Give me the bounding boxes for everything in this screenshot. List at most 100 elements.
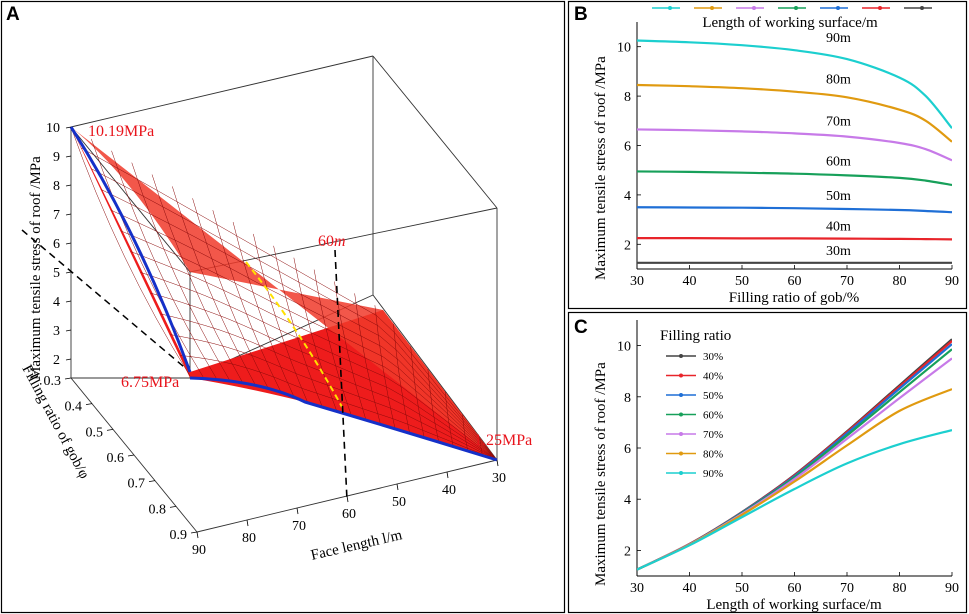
phi-tick-mark	[169, 505, 177, 508]
annot-face-length: 60m	[318, 233, 346, 250]
b-series-label: 70m	[826, 114, 851, 129]
c-legend-marker	[679, 393, 683, 397]
b-series-labels: 30m 40m 50m 60m 70m 80m 90m	[826, 31, 851, 259]
panel-b-chart: 30 40 50 60 70 80 90 2 4 6 8 10 Length of working s…	[593, 6, 959, 306]
mesh-line	[110, 209, 498, 461]
x-tick-label: 30	[630, 581, 644, 596]
c-legend-label: 80%	[703, 449, 723, 461]
l-axis-ticks: 90 80 70 60 50 40 30	[192, 459, 506, 558]
panel-c-chart: 30 40 50 60 70 80 90 2 4 6 8 10 Filling ratio 30% 40…	[593, 320, 959, 613]
guide-60m-dashed	[334, 249, 348, 501]
series-line-70m	[637, 128, 952, 162]
mesh-line	[410, 346, 425, 439]
b-legend-marker	[668, 6, 672, 10]
y-tick-label: 4	[624, 189, 631, 204]
l-tick-label: 80	[242, 531, 256, 546]
c-series	[637, 338, 952, 571]
z-tick-mark	[65, 358, 72, 361]
z-tick-label: 2	[53, 353, 60, 368]
b-x-label: Filling ratio of gob/%	[729, 290, 859, 306]
z-tick-label: 5	[53, 266, 60, 281]
phi-axis-ticks: 0.30.40.50.60.70.80.9	[44, 374, 198, 543]
mesh-line	[354, 293, 381, 425]
c-legend-label: 40%	[703, 371, 723, 383]
mesh-line	[90, 168, 498, 461]
b-legend-marker	[920, 6, 924, 10]
annot-min-stress: 1.25MPa	[474, 432, 532, 449]
panel-b-letter: B	[574, 4, 588, 25]
c-legend-marker	[679, 451, 683, 456]
z-tick-label: 3	[53, 324, 60, 339]
guide-60m-yellow	[245, 261, 343, 408]
y-tick-label: 6	[624, 442, 631, 457]
c-legend-title: Filling ratio	[660, 328, 731, 344]
phi-tick-label: 0.9	[170, 528, 188, 543]
series-line-50m	[637, 206, 952, 214]
panel-b-frame	[567, 0, 968, 310]
phi-tick-mark	[127, 454, 135, 457]
x-tick-label: 70	[840, 274, 854, 289]
phi-tick-label: 0.7	[128, 477, 146, 492]
x-tick-label: 40	[683, 274, 697, 289]
y-tick-label: 2	[624, 544, 631, 559]
mesh-line	[120, 230, 498, 461]
mesh-line	[140, 272, 498, 461]
panel-a-surface-plot: 10 9 8 7 6 5 4 3 2 0.30.40.50.60.70.80.9 90 80 70 6…	[18, 55, 532, 564]
mesh-line	[212, 210, 282, 394]
mesh-line	[100, 189, 498, 461]
annot-mid-stress: 6.75MPa	[121, 374, 179, 391]
series-line-60m	[637, 170, 952, 187]
phi-tick-label: 0.6	[107, 451, 125, 466]
z-tick-mark	[65, 184, 72, 187]
mesh-line	[130, 251, 498, 461]
x-tick-label: 80	[893, 274, 907, 289]
l-tick-label: 40	[442, 483, 456, 498]
annot-face-length-value: 60	[318, 233, 334, 250]
b-series	[637, 39, 952, 264]
mesh-line	[111, 150, 217, 379]
c-legend: 30% 40% 50% 60% 70% 80% 90%	[666, 351, 723, 480]
series-line-90m	[637, 39, 952, 129]
z-tick-mark	[65, 242, 72, 245]
mesh-line	[172, 186, 256, 386]
b-legend-marker	[752, 6, 756, 10]
boundary-l-90	[189, 376, 498, 462]
x-tick-label: 70	[840, 581, 854, 596]
z-axis-ticks: 10 9 8 7 6 5 4 3 2	[46, 121, 72, 368]
series-line-80m	[637, 83, 952, 143]
mesh-line	[131, 162, 230, 380]
mesh-line	[393, 323, 410, 434]
l-axis-label: Face length l/m	[309, 527, 404, 564]
y-tick-label: 10	[617, 41, 631, 56]
l-tick-mark	[196, 531, 199, 539]
panel-c-letter: C	[574, 317, 588, 338]
mesh-line	[374, 305, 396, 430]
l-tick-mark	[246, 519, 249, 527]
z-tick-label: 9	[53, 150, 60, 165]
x-tick-label: 50	[735, 581, 749, 596]
phi-tick-label: 0.8	[149, 502, 167, 517]
phi-tick-mark	[85, 403, 93, 406]
c-legend-marker	[679, 412, 683, 417]
b-series-label: 40m	[826, 219, 851, 234]
z-tick-mark	[65, 300, 72, 303]
x-tick-label: 30	[630, 274, 644, 289]
c-legend-label: 60%	[703, 410, 723, 422]
panel-a-letter: A	[6, 4, 20, 25]
panel-a-frame	[0, 0, 566, 614]
y-tick-label: 4	[624, 493, 631, 508]
c-legend-label: 30%	[703, 351, 723, 363]
z-tick-label: 10	[46, 121, 60, 136]
phi-tick-mark	[190, 531, 198, 534]
mesh-line	[253, 233, 309, 403]
series-line-90%	[637, 429, 952, 571]
c-legend-marker	[679, 432, 683, 436]
x-tick-label: 90	[945, 274, 959, 289]
l-tick-label: 90	[192, 543, 206, 558]
c-legend-marker	[679, 373, 683, 378]
b-legend-marker	[710, 6, 714, 10]
c-legend-marker	[679, 471, 683, 475]
annot-face-length-unit: m	[334, 233, 346, 250]
phi-tick-label: 0.5	[86, 425, 104, 440]
annot-max-stress: 10.19MPa	[88, 123, 154, 140]
